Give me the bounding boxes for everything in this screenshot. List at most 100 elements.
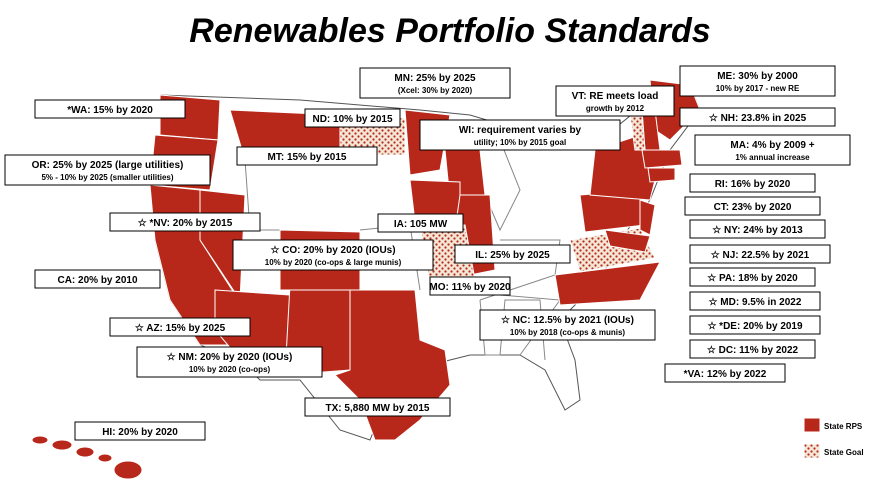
label-box [74,421,206,441]
label-subtext: 10% by 2018 (co-ops & munis) [510,328,625,337]
label-box [679,107,836,127]
label-text: ☆ DC: 11% by 2022 [707,345,799,356]
label-subtext: 5% - 10% by 2025 (smaller utilities) [41,173,173,182]
label-box [359,67,511,99]
label-box [555,85,675,117]
label-box [377,213,464,233]
label-box [429,276,511,296]
state-label: OR: 25% by 2025 (large utilities) 5% - 10… [4,154,211,186]
label-box [454,244,571,264]
state-label: HI: 20% by 2020 [74,421,206,441]
label-text: MO: 11% by 2020 [429,282,511,293]
state-label: MN: 25% by 2025 (Xcel: 30% by 2020) [359,67,511,99]
labels: MN: 25% by 2025 (Xcel: 30% by 2020) ME: 30… [4,65,851,441]
label-box [136,346,323,378]
label-subtext: 10% by 2017 - new RE [716,84,800,93]
state-label: MT: 15% by 2015 [236,146,378,166]
legend-swatch [803,443,821,459]
legend-label: State RPS [824,422,863,431]
state-label: IA: 105 MW [377,213,464,233]
label-box [479,309,656,341]
label-text: ☆ NY: 24% by 2013 [712,225,803,236]
label-text: ☆ MD: 9.5% in 2022 [709,297,802,308]
state-label: ND: 10% by 2015 [304,108,401,128]
label-box [34,99,186,119]
state-label: ☆ MD: 9.5% in 2022 [689,291,821,311]
label-text: TX: 5,880 MW by 2015 [326,403,430,414]
label-box [236,146,378,166]
legend-swatch [803,417,821,433]
label-box [689,173,816,193]
state-label: ☆ NY: 24% by 2013 [689,219,826,239]
label-text: ☆ NM: 20% by 2020 (IOUs) [167,352,293,363]
label-box [689,339,816,359]
state-label: ☆ NM: 20% by 2020 (IOUs) 10% by 2020 (co-… [136,346,323,378]
state-label: CA: 20% by 2010 [34,269,161,289]
state-label: ☆ CO: 20% by 2020 (IOUs) 10% by 2020 (co-… [232,239,434,271]
label-subtext: utility; 10% by 2015 goal [474,138,566,147]
state-label: MO: 11% by 2020 [429,276,511,296]
label-text: *WA: 15% by 2020 [67,105,153,116]
state-label: ☆ NJ: 22.5% by 2021 [689,244,831,264]
label-box [304,108,401,128]
label-text: WI: requirement varies by [459,125,582,136]
state-label: ☆ *NV: 20% by 2015 [109,212,261,232]
state-label: WI: requirement varies by utility; 10% by… [419,119,621,151]
state-label: *VA: 12% by 2022 [664,363,786,383]
label-box [679,65,836,97]
label-subtext: 1% annual increase [735,153,810,162]
label-text: ☆ NJ: 22.5% by 2021 [711,250,810,261]
label-box [689,244,831,264]
label-text: MT: 15% by 2015 [268,152,347,163]
label-text: ME: 30% by 2000 [717,71,798,82]
label-subtext: growth by 2012 [586,104,645,113]
label-box [689,219,826,239]
state-label: CT: 23% by 2020 [684,196,821,216]
title: Renewables Portfolio Standards [189,12,710,50]
label-text: IL: 25% by 2025 [475,250,550,261]
state-label: VT: RE meets load growth by 2012 [555,85,675,117]
label-subtext: (Xcel: 30% by 2020) [398,86,473,95]
label-text: ☆ AZ: 15% by 2025 [135,323,226,334]
label-text: CT: 23% by 2020 [714,202,792,213]
label-subtext: 10% by 2020 (co-ops & large munis) [265,258,402,267]
label-text: HI: 20% by 2020 [102,427,178,438]
label-text: ☆ NH: 23.8% in 2025 [709,113,807,124]
label-text: MN: 25% by 2025 [394,73,476,84]
label-box [689,315,821,335]
label-box [109,212,261,232]
label-text: ☆ *NV: 20% by 2015 [138,218,233,229]
state-label: TX: 5,880 MW by 2015 [304,397,451,417]
label-box [34,269,161,289]
label-text: ☆ CO: 20% by 2020 (IOUs) [270,245,395,256]
state-label: RI: 16% by 2020 [689,173,816,193]
label-text: RI: 16% by 2020 [715,179,791,190]
state-label: ☆ PA: 18% by 2020 [689,267,816,287]
state-label: IL: 25% by 2025 [454,244,571,264]
legend-label: State Goal [824,448,864,457]
label-box [694,134,851,166]
label-text: ☆ PA: 18% by 2020 [707,273,798,284]
state-label: ME: 30% by 2000 10% by 2017 - new RE [679,65,836,97]
label-box [419,119,621,151]
legend: State RPS State Goal [803,417,864,459]
label-text: IA: 105 MW [394,219,448,230]
label-text: *VA: 12% by 2022 [684,369,767,380]
label-box [689,267,816,287]
label-subtext: 10% by 2020 (co-ops) [189,365,271,374]
state-label: ☆ NC: 12.5% by 2021 (IOUs) 10% by 2018 (c… [479,309,656,341]
label-text: ☆ NC: 12.5% by 2021 (IOUs) [501,315,634,326]
label-box [109,317,251,337]
label-box [684,196,821,216]
label-box [4,154,211,186]
state-label: *WA: 15% by 2020 [34,99,186,119]
label-box [689,291,821,311]
label-text: ND: 10% by 2015 [312,114,392,125]
label-box [304,397,451,417]
state-label: ☆ DC: 11% by 2022 [689,339,816,359]
label-text: OR: 25% by 2025 (large utilities) [32,160,184,171]
label-text: MA: 4% by 2009 + [730,140,814,151]
label-text: ☆ *DE: 20% by 2019 [707,321,803,332]
label-box [664,363,786,383]
